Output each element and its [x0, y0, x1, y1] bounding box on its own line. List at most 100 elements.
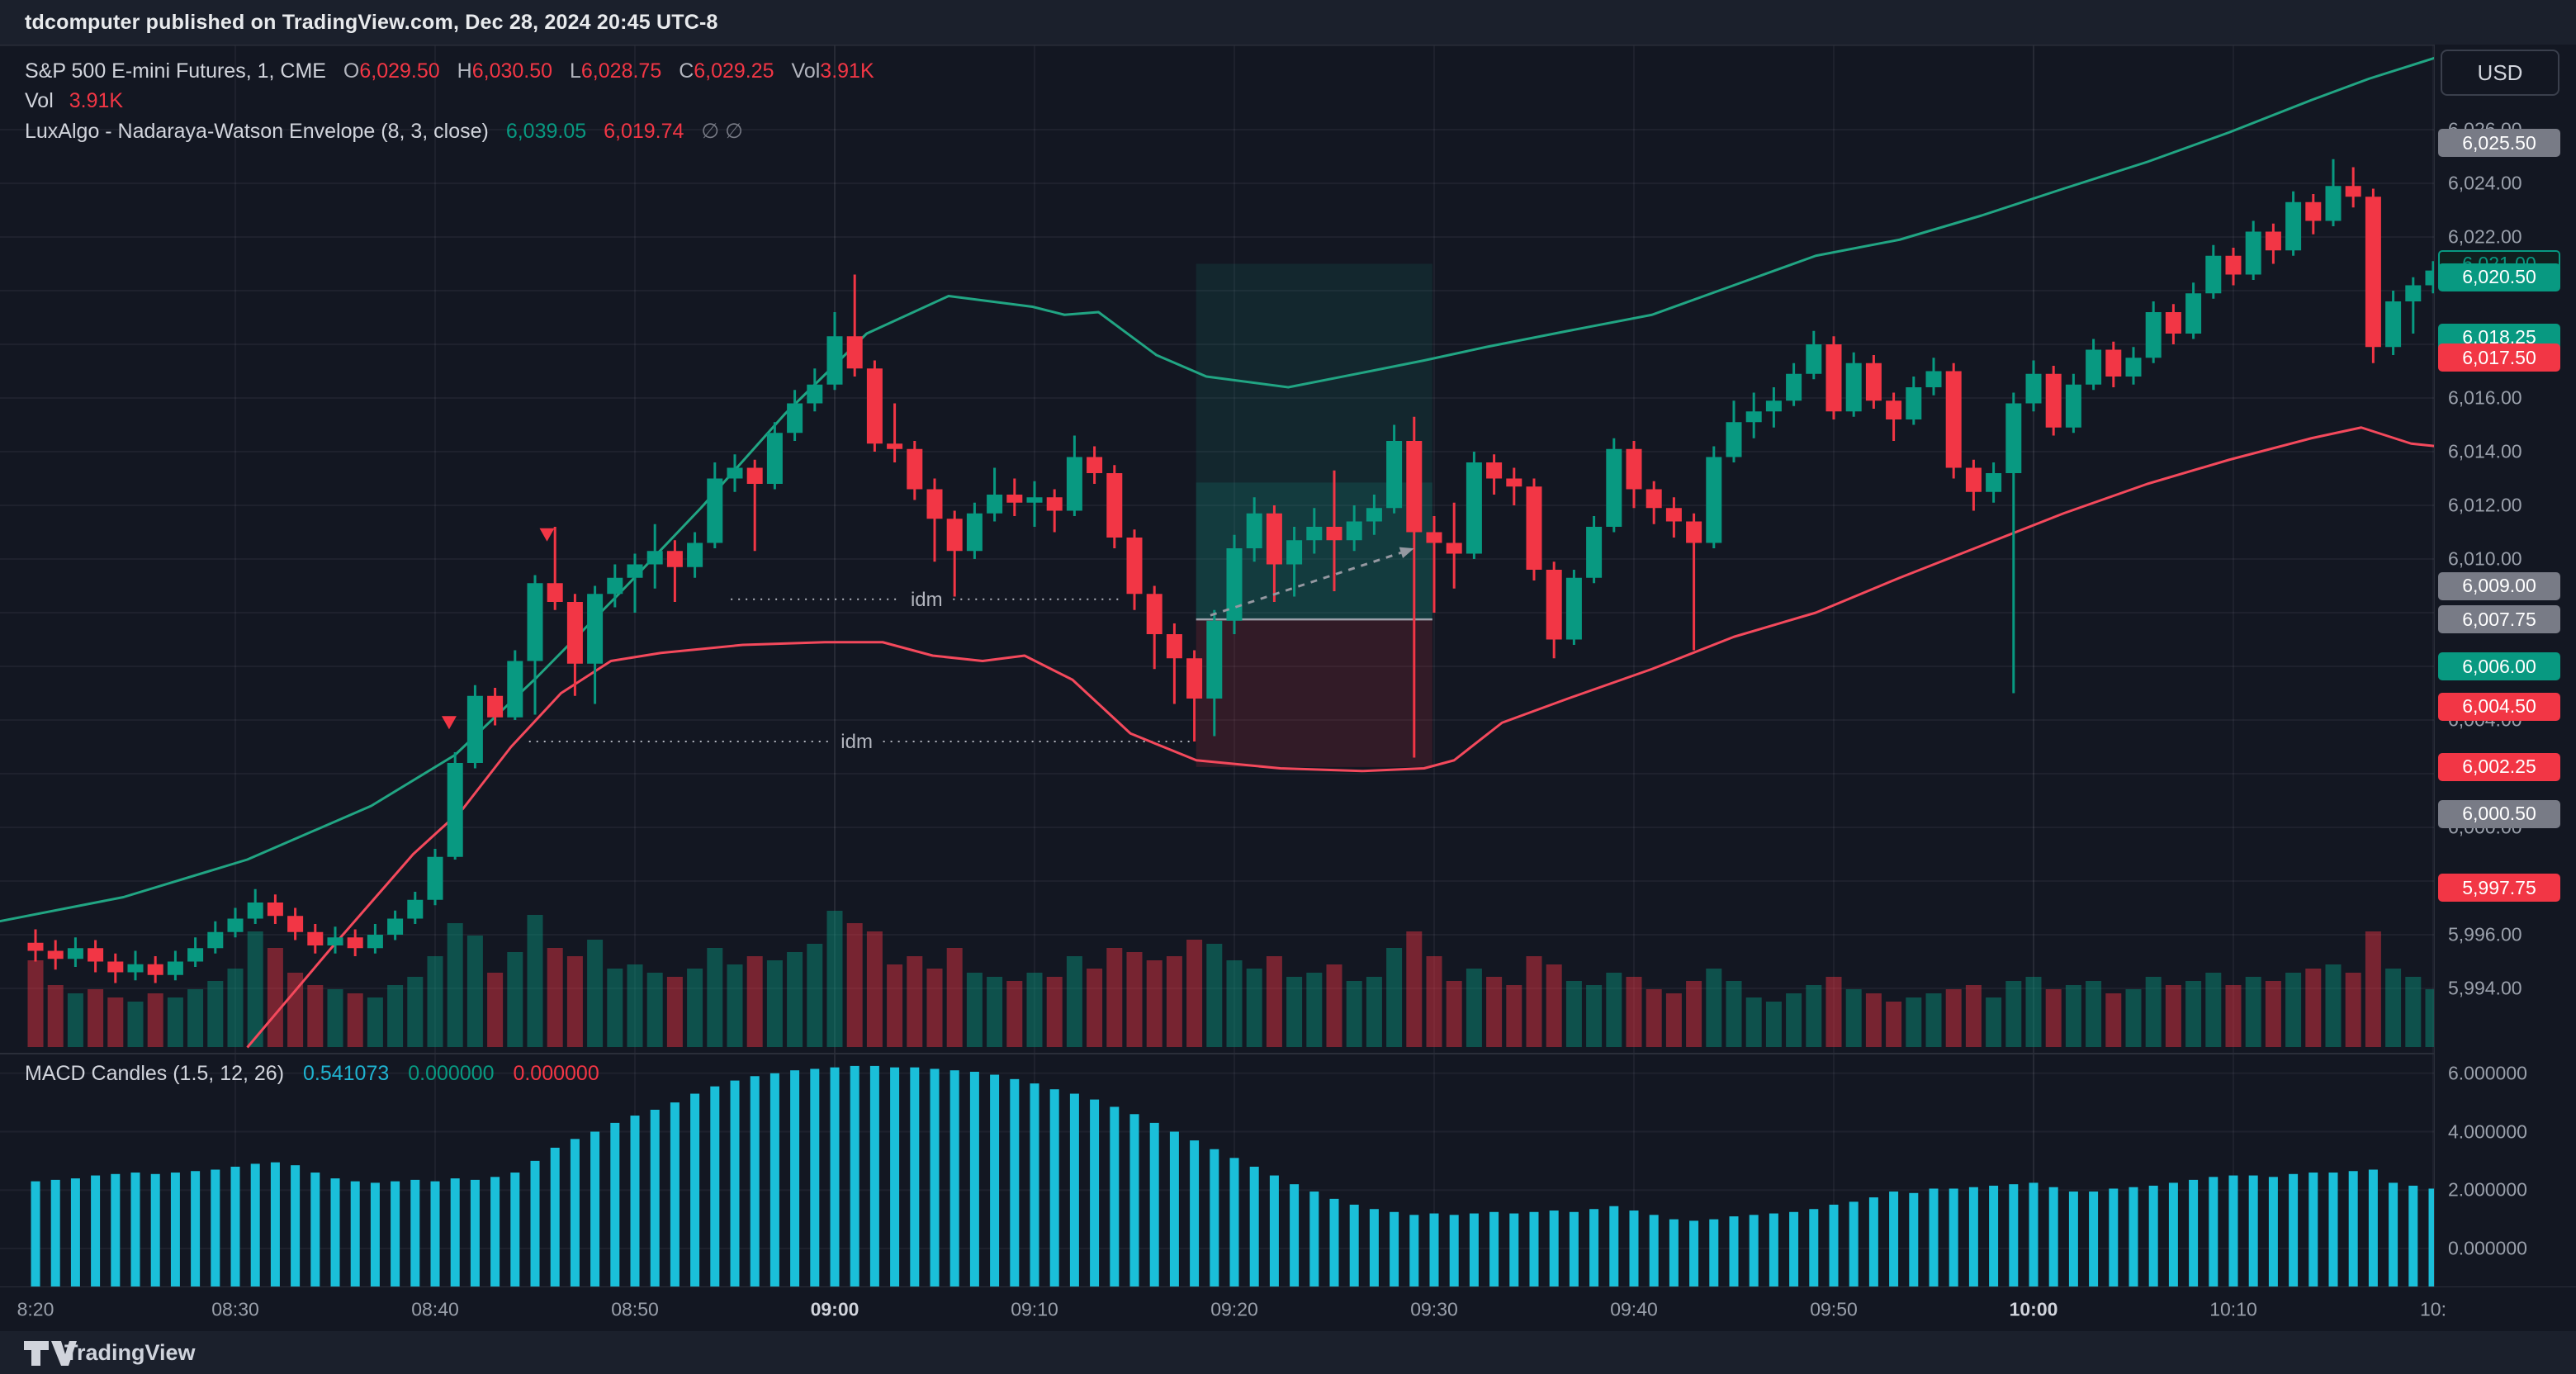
zone-box-red — [1196, 619, 1432, 767]
candle-body — [1166, 634, 1182, 659]
candle-body — [1925, 371, 1942, 387]
volume-bar — [987, 977, 1003, 1047]
volume-bar — [1906, 997, 1922, 1047]
volume-bar — [627, 964, 643, 1047]
volume-bar — [427, 956, 443, 1047]
candle-body — [1087, 457, 1103, 473]
volume-bar — [2425, 989, 2434, 1047]
candle-body — [1865, 362, 1882, 401]
macd-histogram-bar — [250, 1163, 260, 1286]
volume-bar — [2285, 973, 2302, 1047]
volume-bar — [2385, 969, 2402, 1047]
macd-legend-row[interactable]: MACD Candles (1.5, 12, 26) 0.541073 0.00… — [25, 1062, 599, 1086]
candle-body — [926, 489, 943, 519]
luxalgo-legend-row[interactable]: LuxAlgo - Nadaraya-Watson Envelope (8, 3… — [25, 119, 743, 144]
macd-histogram-bar — [1229, 1158, 1239, 1286]
macd-histogram-bar — [830, 1067, 840, 1286]
candle-body — [987, 495, 1003, 514]
tradingview-brand-text[interactable]: TradingView — [64, 1339, 196, 1365]
volume-bar — [2125, 989, 2142, 1047]
macd-histogram-bar — [769, 1073, 779, 1286]
macd-histogram-bar — [750, 1076, 760, 1286]
volume-bar — [1406, 931, 1423, 1047]
candle-body — [2305, 201, 2322, 221]
macd-histogram-bar — [470, 1179, 480, 1286]
candle-body — [2165, 312, 2181, 334]
volume-bar — [2265, 981, 2281, 1047]
macd-histogram-bar — [2389, 1182, 2398, 1286]
volume-bar — [1565, 981, 1582, 1047]
macd-histogram-bar — [790, 1070, 800, 1286]
time-tick-label: 09:10 — [1011, 1298, 1058, 1320]
candle-body — [1266, 513, 1282, 565]
macd-histogram-bar — [111, 1173, 121, 1286]
candle-body — [2345, 186, 2361, 197]
luxalgo-indicator-label[interactable]: LuxAlgo - Nadaraya-Watson Envelope (8, 3… — [25, 120, 489, 143]
candle-body — [1246, 513, 1262, 548]
price-scale[interactable]: 6,026.006,024.006,022.006,016.006,014.00… — [2434, 45, 2576, 1286]
macd-indicator-label[interactable]: MACD Candles (1.5, 12, 26) — [25, 1062, 285, 1085]
volume-bar — [2165, 985, 2181, 1047]
volume-bar — [47, 985, 64, 1047]
macd-histogram-bar — [1030, 1083, 1039, 1286]
volume-bar — [907, 956, 923, 1047]
vol-value: 3.91K — [820, 59, 874, 83]
price-level-chip: 6,025.50 — [2438, 129, 2560, 158]
volume-bar — [67, 993, 83, 1047]
candle-body — [207, 931, 224, 949]
volume-bar — [1865, 993, 1882, 1047]
candle-body — [587, 594, 604, 664]
macd-histogram-bar — [1929, 1188, 1939, 1286]
candle-body — [1565, 577, 1582, 640]
macd-histogram-bar — [130, 1173, 140, 1286]
candle-body — [1786, 373, 1802, 401]
symbol-legend-row[interactable]: S&P 500 E-mini Futures, 1, CME O6,029.50… — [25, 59, 874, 83]
candle-body — [466, 695, 483, 763]
macd-histogram-bar — [1709, 1219, 1719, 1286]
macd-histogram-bar — [2148, 1185, 2158, 1286]
candle-body — [1546, 570, 1562, 640]
symbol-title[interactable]: S&P 500 E-mini Futures, 1, CME — [25, 59, 326, 83]
luxalgo-lower-value: 6,019.74 — [604, 120, 684, 143]
volume-bar — [2086, 981, 2102, 1047]
macd-value-3: 0.000000 — [513, 1062, 599, 1085]
macd-histogram-bar — [370, 1182, 380, 1286]
open-label: O — [343, 59, 360, 83]
candle-body — [1426, 532, 1442, 543]
macd-histogram-bar — [2228, 1175, 2238, 1286]
candle-body — [1206, 620, 1223, 699]
volume-bar — [507, 952, 523, 1047]
macd-histogram-bar — [630, 1116, 640, 1286]
time-axis[interactable]: 8:20 08:30 08:40 08:50 09:00 09:10 09:20 09:30 0… — [0, 1286, 2576, 1332]
macd-histogram-bar — [1190, 1140, 1200, 1286]
price-level-chip: 6,004.50 — [2438, 692, 2560, 721]
volume-bar — [227, 969, 244, 1047]
volume-legend-row[interactable]: Vol 3.91K — [25, 89, 123, 113]
tradingview-logo-icon[interactable] — [23, 1339, 78, 1367]
macd-histogram-bar — [270, 1162, 280, 1286]
candle-body — [2065, 384, 2081, 428]
candle-body — [846, 336, 863, 369]
macd-histogram-bar — [1449, 1215, 1459, 1286]
candle-body — [2405, 285, 2422, 301]
macd-histogram-bar — [2048, 1187, 2058, 1286]
candle-body — [1806, 344, 1822, 374]
volume-bar — [787, 952, 803, 1047]
currency-toggle-button[interactable]: USD — [2441, 50, 2559, 96]
macd-histogram-bar — [1110, 1106, 1120, 1286]
volume-bar — [1226, 960, 1243, 1047]
volume-bar — [2365, 931, 2381, 1047]
volume-indicator-label[interactable]: Vol — [25, 89, 54, 112]
macd-histogram-bar — [1989, 1185, 1999, 1286]
volume-bar — [566, 956, 583, 1047]
candle-body — [2425, 270, 2434, 286]
volume-bar — [327, 989, 343, 1047]
volume-bar — [1606, 973, 1622, 1047]
macd-histogram-bar — [2348, 1171, 2358, 1286]
macd-histogram-bar — [1769, 1213, 1778, 1286]
volume-bar — [1306, 973, 1323, 1047]
macd-histogram-bar — [1409, 1215, 1419, 1286]
volume-bar — [1386, 948, 1403, 1047]
